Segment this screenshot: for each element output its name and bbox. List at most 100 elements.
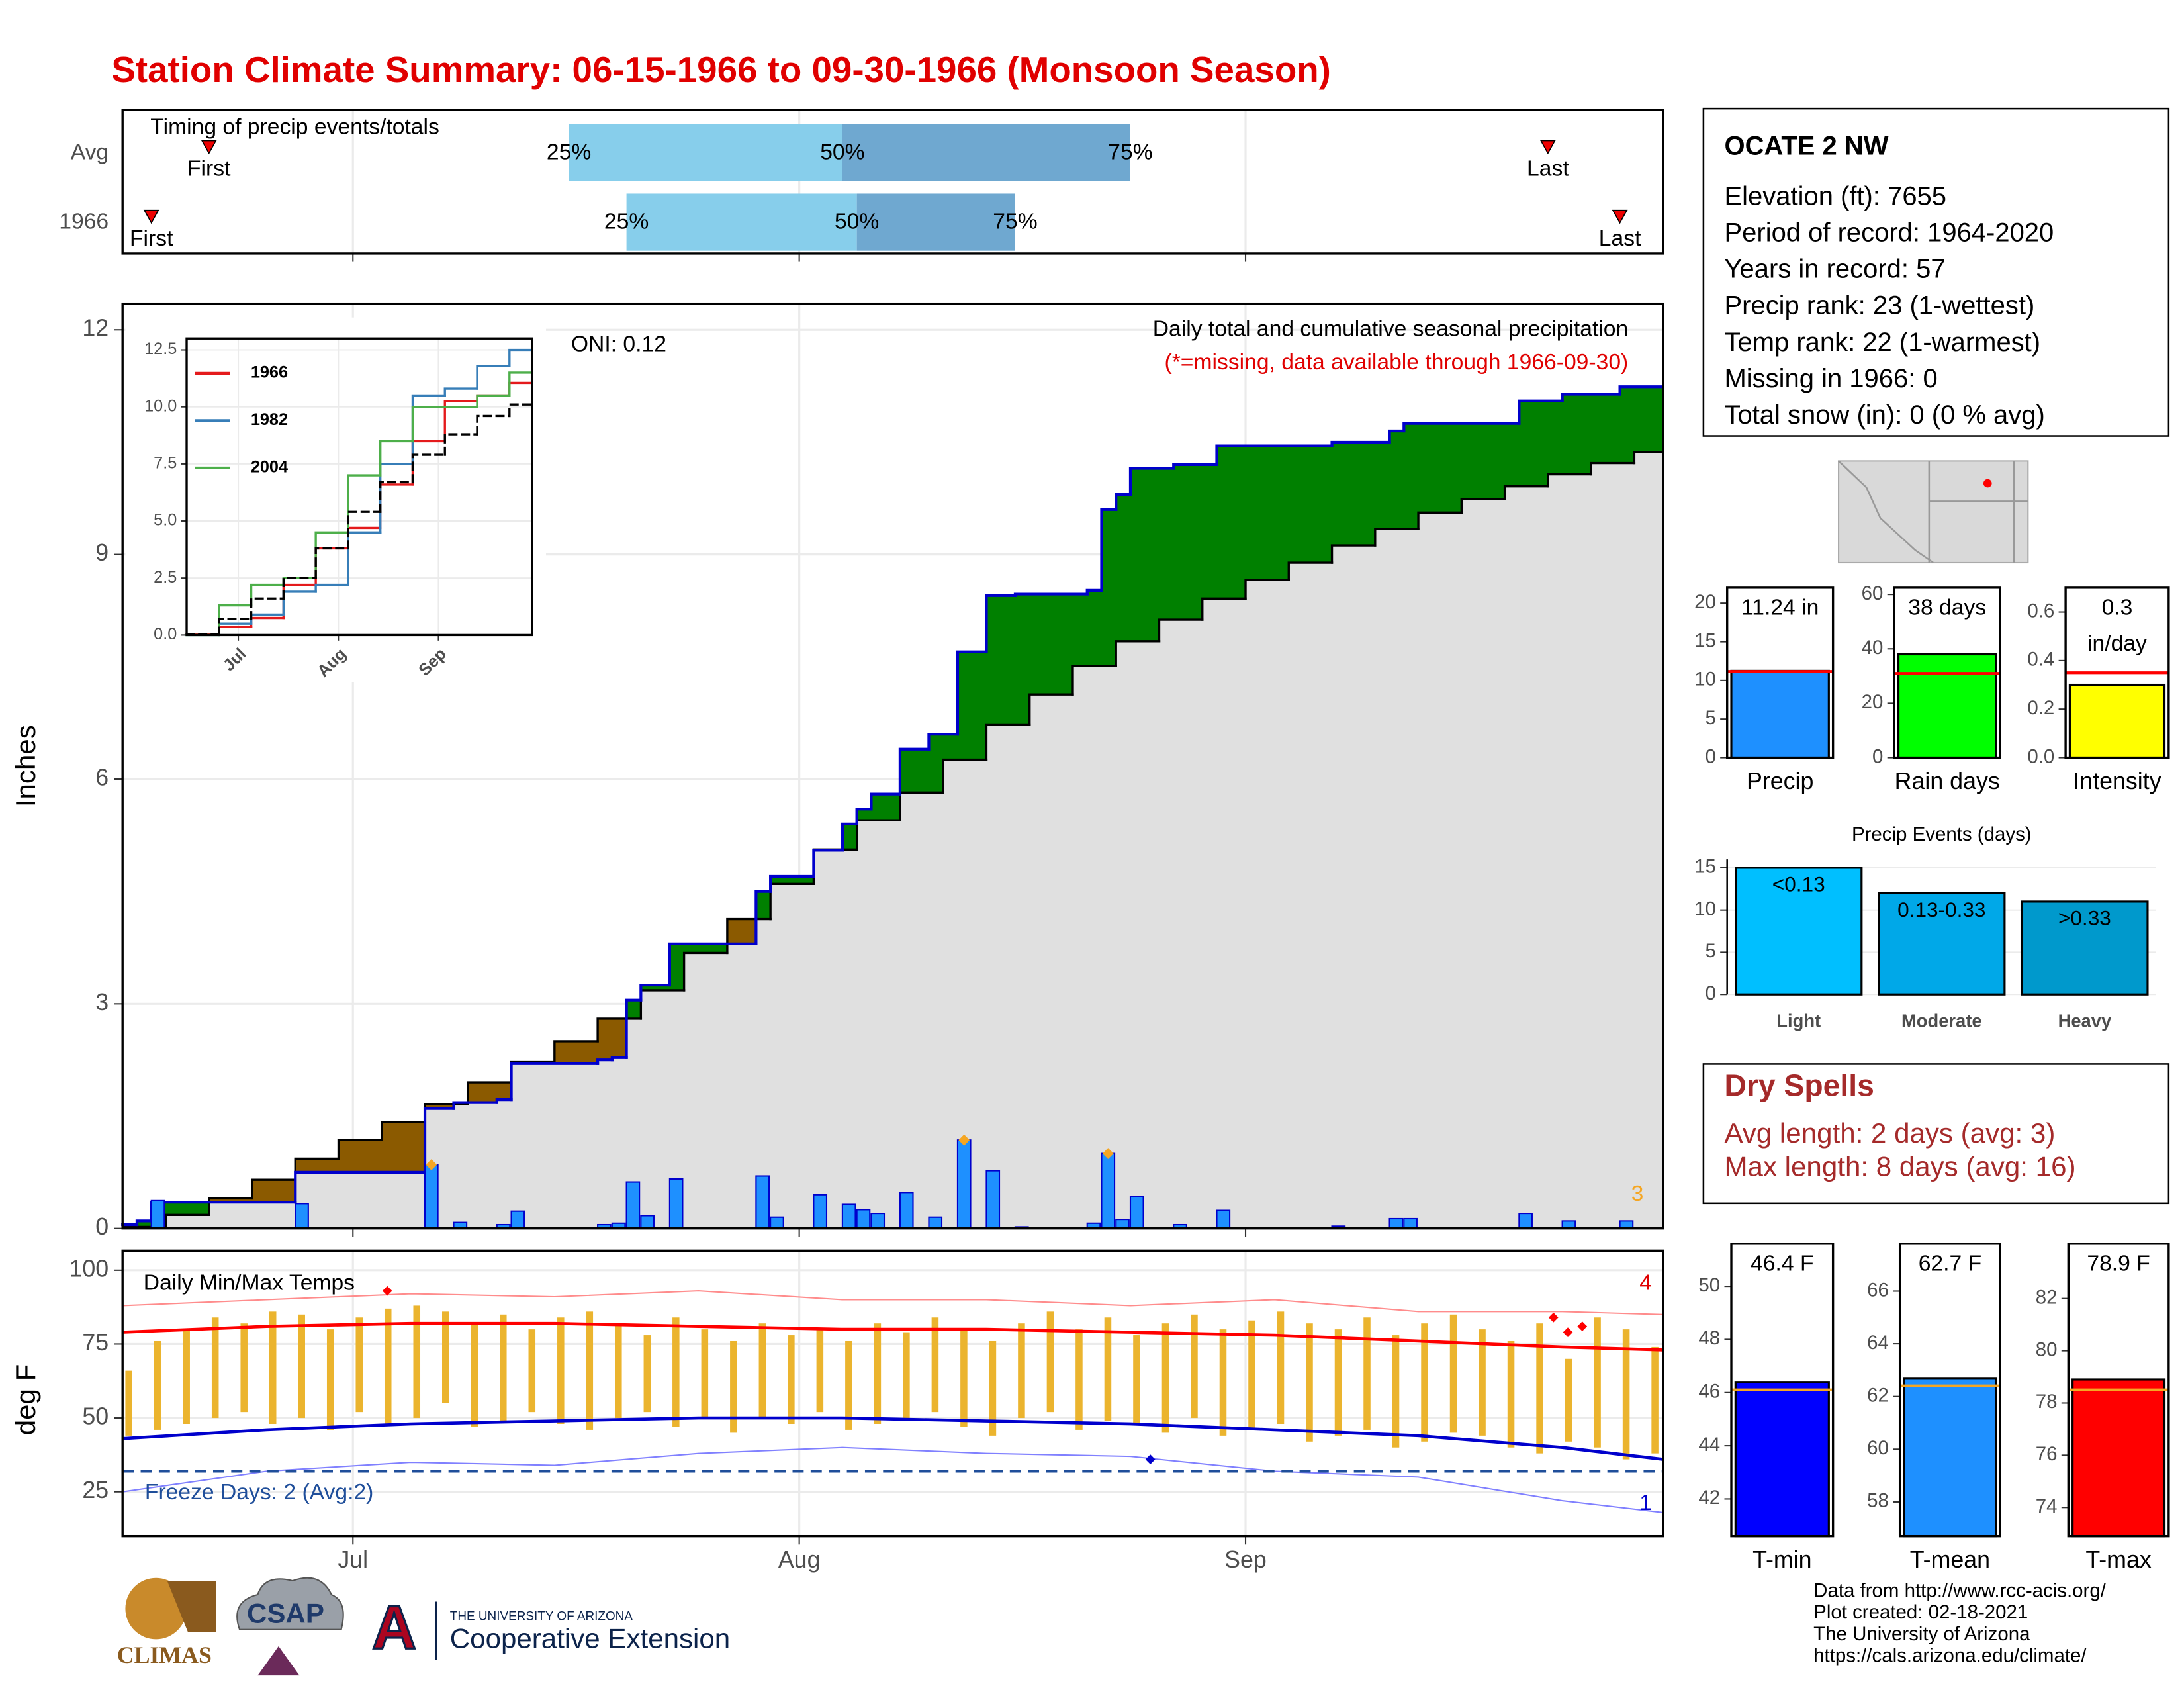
step-line: [1158, 618, 1204, 643]
temp-range-bar: [1075, 1329, 1083, 1430]
y-tick-label: 0.2: [2027, 697, 2054, 719]
daily-bar: [668, 1178, 684, 1229]
step-line: [1215, 444, 1334, 466]
step-line: [443, 387, 478, 397]
bar-label: 0.13-0.33: [1897, 898, 1985, 921]
y-tick-label: 5.0: [154, 511, 177, 530]
subtitle: Daily total and cumulative seasonal prec…: [1153, 317, 1629, 342]
daily-bar: [424, 1164, 439, 1229]
daily-bar: [1518, 1213, 1533, 1229]
y-tick-label: 5: [1705, 940, 1715, 962]
credit-line: The University of Arizona: [1813, 1623, 2030, 1645]
legend-label: 1982: [251, 410, 288, 429]
daily-bar: [1561, 1220, 1576, 1229]
temp-range-bar: [557, 1317, 565, 1425]
temp-range-bar: [1622, 1329, 1630, 1460]
bar-label: <0.13: [1772, 872, 1825, 896]
step-line: [508, 403, 533, 418]
y-tick-label: 0.0: [154, 625, 177, 643]
y-tick-label: 60: [1867, 1437, 1889, 1459]
y-tick-label: 82: [2036, 1286, 2058, 1308]
step-line: [135, 1219, 153, 1227]
temp-range-bar: [1594, 1317, 1601, 1448]
step-line: [985, 723, 1031, 761]
map-bg: [1838, 460, 2029, 564]
step-line: [1100, 508, 1118, 592]
step-line: [411, 405, 446, 443]
quartile-bar: [856, 193, 1015, 251]
temp-range-bar: [931, 1317, 939, 1413]
temp-range-bar: [471, 1323, 478, 1427]
station-line: Years in record: 57: [1724, 255, 1945, 284]
temp-range-bar: [1651, 1346, 1659, 1454]
panel-title: Timing of precip events/totals: [150, 115, 439, 139]
y-tick-label: 76: [2036, 1443, 2058, 1465]
step-line: [1388, 429, 1406, 444]
step-line: [553, 1040, 599, 1064]
temp-range-bar: [1248, 1320, 1255, 1430]
station-line: Total snow (in): 0 (0 % avg): [1724, 400, 2044, 430]
step-line: [610, 1056, 628, 1062]
y-axis-label: Inches: [10, 725, 41, 807]
station-line: Precip rank: 23 (1-wettest): [1724, 291, 2034, 320]
daily-bar: [985, 1170, 1001, 1229]
category-label: Precip: [1747, 768, 1813, 794]
station-line: Missing in 1966: 0: [1724, 364, 1937, 393]
y-tick-label: 0.6: [2027, 600, 2054, 622]
y-tick-label: 12: [82, 315, 109, 342]
temp-range-bar: [788, 1335, 795, 1425]
y-tick-label: 74: [2036, 1495, 2058, 1517]
quartile-label: 75%: [993, 210, 1037, 234]
step-line: [1115, 493, 1132, 511]
oni-label: ONI: 0.12: [571, 332, 666, 357]
quartile-bar: [626, 193, 857, 251]
quartile-label: 50%: [820, 140, 864, 164]
y-tick-label: 48: [1698, 1327, 1720, 1349]
logo-text: CLIMAS: [117, 1642, 212, 1668]
temp-range-bar: [989, 1340, 997, 1436]
value-label: 11.24 in: [1741, 595, 1819, 620]
temp-range-bar: [1421, 1323, 1428, 1442]
temp-range-bar: [442, 1311, 449, 1403]
summary-bar: [1734, 1381, 1830, 1538]
y-tick-label: 40: [1862, 637, 1884, 659]
timing-marker: [1539, 140, 1556, 155]
step-line: [927, 732, 960, 751]
y-tick-label: 46: [1698, 1381, 1720, 1403]
quartile-bar: [569, 124, 842, 181]
x-tick-label: Moderate: [1901, 1011, 1982, 1031]
step-line: [218, 618, 253, 636]
bar-label: >0.33: [2058, 906, 2111, 930]
step-line: [381, 1121, 426, 1141]
y-tick-label: 12.5: [144, 340, 177, 358]
y-tick-label: 78: [2036, 1391, 2058, 1413]
legend-label: 2004: [251, 458, 288, 477]
panel-title: Daily Min/Max Temps: [144, 1271, 355, 1295]
station-box: [1702, 107, 2170, 437]
temp-range-bar: [1018, 1323, 1025, 1419]
temp-range-bar: [730, 1340, 737, 1433]
y-tick-label: 100: [69, 1255, 109, 1282]
legend-label: 1966: [251, 363, 288, 382]
summary-bar: [2071, 1378, 2166, 1538]
y-tick-label: 44: [1698, 1434, 1720, 1456]
step-line: [1330, 440, 1391, 447]
temp-range-bar: [586, 1311, 594, 1430]
y-tick-label: 2.5: [154, 568, 177, 586]
step-line: [423, 1107, 455, 1174]
credit-line: Plot created: 02-18-2021: [1813, 1601, 2028, 1623]
step-line: [898, 747, 931, 796]
timing-label: First: [187, 157, 231, 181]
daily-bar: [150, 1199, 165, 1229]
logo-text: CSAP: [247, 1598, 324, 1629]
quartile-label: 50%: [835, 210, 879, 234]
step-line: [1028, 693, 1074, 726]
temp-range-bar: [413, 1305, 421, 1419]
step-line: [668, 942, 758, 987]
temp-range-bar: [1306, 1323, 1313, 1442]
temp-range-bar: [672, 1317, 680, 1427]
daily-bar: [1619, 1220, 1634, 1229]
temp-range-bar: [816, 1329, 824, 1413]
step-line: [476, 394, 511, 408]
